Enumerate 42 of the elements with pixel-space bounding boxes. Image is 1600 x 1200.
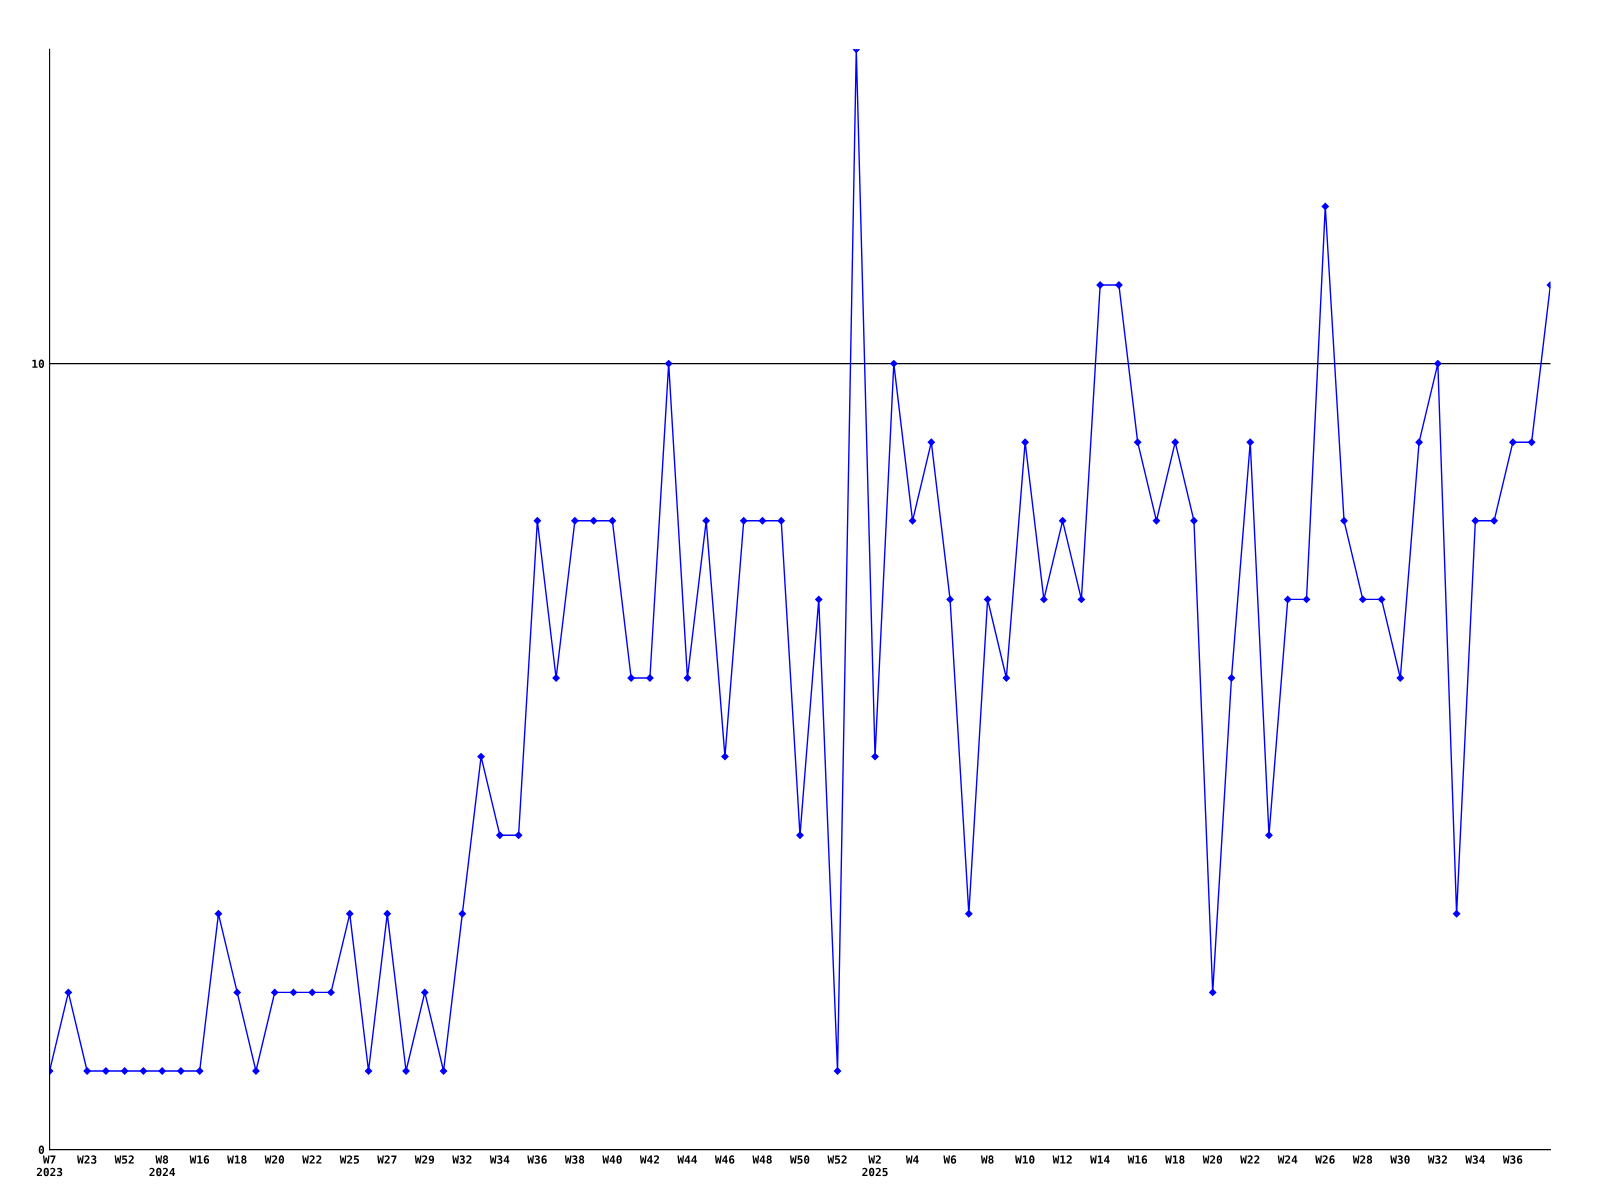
- x-tick-label: W24: [1277, 1155, 1298, 1164]
- x-tick-label: W34: [489, 1155, 510, 1164]
- x-tick-label: W16: [189, 1155, 210, 1164]
- x-tick-label: W20: [1202, 1155, 1223, 1164]
- x-tick-label: W28: [1352, 1155, 1373, 1164]
- x-tick-label: W22: [302, 1155, 322, 1164]
- x-tick-label: W36: [527, 1155, 547, 1164]
- x-tick-label: W4: [905, 1155, 919, 1164]
- x-tick-label: W40: [602, 1155, 622, 1164]
- x-tick-label: W44: [677, 1155, 697, 1164]
- x-tick-label: W36: [1502, 1155, 1523, 1164]
- x-tick-label: W30: [1390, 1155, 1410, 1164]
- y-tick-label: 10: [32, 359, 45, 368]
- x-tick-label: W52: [114, 1155, 134, 1164]
- x-tick-label: W18: [1165, 1155, 1185, 1164]
- x-tick-label: W29: [414, 1155, 435, 1164]
- x-tick-label: W14: [1090, 1155, 1110, 1164]
- x-tick-label: W8 2024: [149, 1155, 176, 1177]
- x-tick-label: W7 2023: [36, 1155, 63, 1177]
- x-tick-label: W16: [1127, 1155, 1148, 1164]
- x-tick-label: W8: [980, 1155, 994, 1164]
- x-tick-label: W52: [827, 1155, 847, 1164]
- x-tick-label: W42: [639, 1155, 660, 1164]
- x-tick-label: W25: [339, 1155, 360, 1164]
- x-tick-label: W18: [227, 1155, 247, 1164]
- y-tick-label: 0: [38, 1145, 45, 1154]
- x-tick-label: W38: [564, 1155, 585, 1164]
- x-tick-label: W12: [1052, 1155, 1072, 1164]
- x-tick-label: W27: [377, 1155, 397, 1164]
- x-tick-label: W6: [943, 1155, 957, 1164]
- x-tick-label: W10: [1015, 1155, 1035, 1164]
- x-tick-label: W26: [1315, 1155, 1335, 1164]
- x-tick-label: W2 2025: [862, 1155, 888, 1177]
- x-tick-label: W32: [1427, 1155, 1447, 1164]
- x-tick-label: W32: [452, 1155, 472, 1164]
- x-tick-label: W46: [714, 1155, 735, 1164]
- x-tick-label: W20: [264, 1155, 285, 1164]
- x-tick-label: W23: [77, 1155, 97, 1164]
- x-tick-label: W50: [789, 1155, 810, 1164]
- x-tick-label: W22: [1240, 1155, 1260, 1164]
- x-tick-label: W34: [1465, 1155, 1485, 1164]
- x-tick-label: W48: [752, 1155, 772, 1164]
